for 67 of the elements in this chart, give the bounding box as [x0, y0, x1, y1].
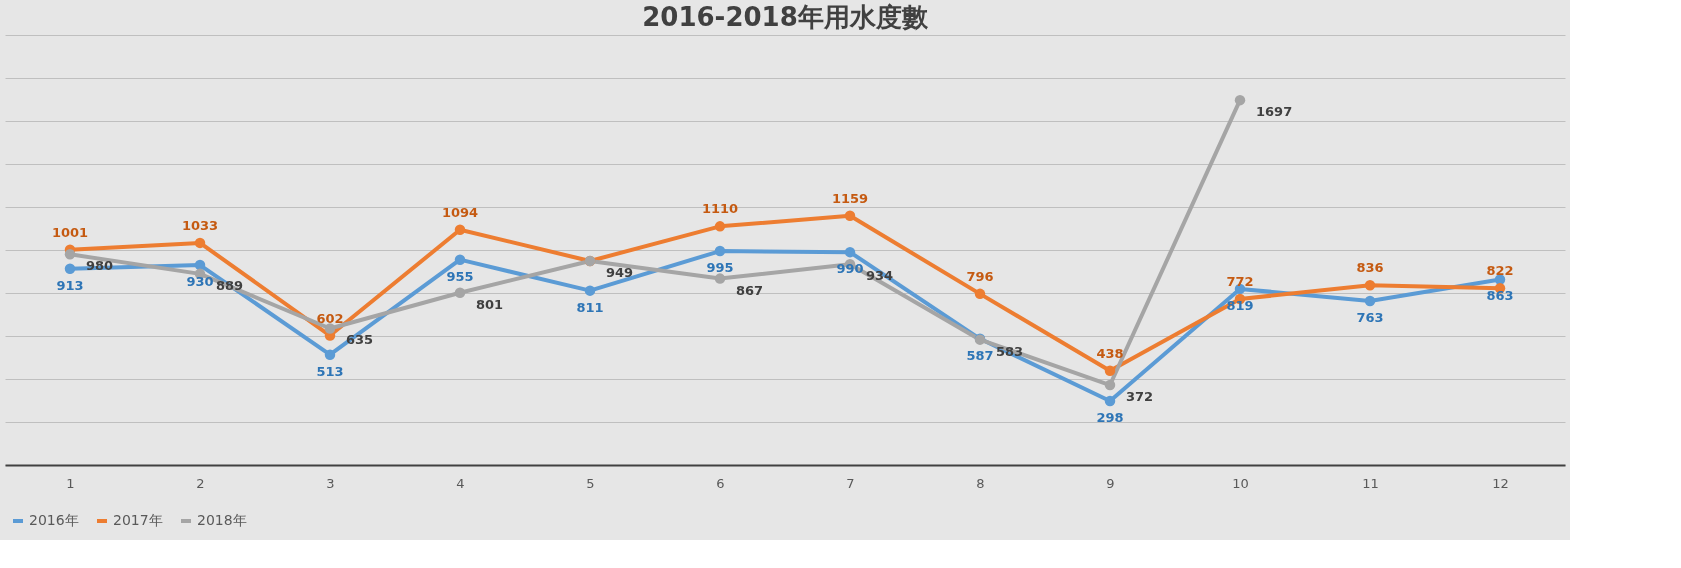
- point: [324, 349, 336, 360]
- point: [64, 263, 76, 274]
- data-label: 1159: [831, 190, 869, 206]
- data-label: 1033: [181, 217, 219, 233]
- data-label: 995: [706, 260, 734, 276]
- point: [194, 237, 206, 249]
- chart-title: 2016-2018年用水度數: [642, 2, 929, 32]
- x-tick-label: 2: [196, 475, 205, 491]
- data-label: 513: [316, 363, 344, 379]
- data-label: 955: [446, 268, 474, 284]
- point: [714, 221, 726, 232]
- point: [714, 245, 726, 257]
- legend-label: 2017年: [113, 512, 163, 528]
- x-tick-label: 1: [66, 475, 75, 491]
- data-label: 763: [1356, 309, 1384, 325]
- data-label: 796: [966, 268, 994, 284]
- point: [1234, 94, 1246, 106]
- data-label: 587: [966, 347, 994, 363]
- data-label: 602: [316, 310, 344, 326]
- data-label: 836: [1356, 260, 1384, 276]
- x-tick-label: 4: [456, 475, 465, 491]
- data-label: 372: [1126, 389, 1154, 405]
- point: [194, 259, 206, 271]
- x-tick-label: 8: [976, 475, 985, 491]
- data-label: 949: [606, 264, 634, 280]
- point: [1364, 280, 1376, 291]
- point: [454, 254, 466, 265]
- point: [844, 210, 856, 222]
- point: [714, 273, 726, 284]
- point: [324, 323, 336, 334]
- point: [64, 249, 76, 260]
- x-tick-label: 3: [326, 475, 335, 491]
- x-tick-label: 9: [1106, 475, 1115, 491]
- x-tick-label: 5: [586, 475, 595, 491]
- point: [454, 224, 466, 236]
- data-label: 1001: [51, 224, 89, 240]
- point: [454, 287, 466, 299]
- x-tick-label: 12: [1492, 475, 1509, 491]
- point: [1104, 379, 1116, 391]
- data-label: 298: [1096, 409, 1124, 425]
- legend-label: 2016年: [29, 512, 79, 528]
- x-tick-label: 6: [716, 475, 725, 491]
- point: [974, 288, 986, 300]
- data-label: 438: [1096, 345, 1124, 361]
- data-label: 867: [736, 282, 764, 298]
- x-tick-label: 11: [1362, 475, 1379, 491]
- data-label: 822: [1486, 263, 1514, 279]
- data-label: 863: [1486, 288, 1514, 304]
- point: [1364, 295, 1376, 307]
- x-tick-label: 10: [1232, 475, 1249, 491]
- data-label: 930: [186, 274, 214, 290]
- data-label: 913: [56, 277, 84, 293]
- x-tick-label: 7: [846, 475, 855, 491]
- data-label: 1697: [1256, 104, 1293, 120]
- data-label: 801: [476, 296, 504, 312]
- data-label: 1110: [701, 201, 739, 217]
- data-label: 583: [996, 343, 1024, 359]
- point: [584, 285, 596, 296]
- data-label: 772: [1226, 274, 1254, 290]
- data-label: 1094: [441, 204, 479, 220]
- point: [1104, 395, 1116, 407]
- data-label: 889: [216, 277, 244, 293]
- point: [844, 246, 856, 258]
- data-label: 990: [836, 261, 864, 277]
- data-label: 811: [576, 299, 604, 315]
- legend-label: 2018年: [197, 512, 247, 528]
- point: [1104, 365, 1116, 377]
